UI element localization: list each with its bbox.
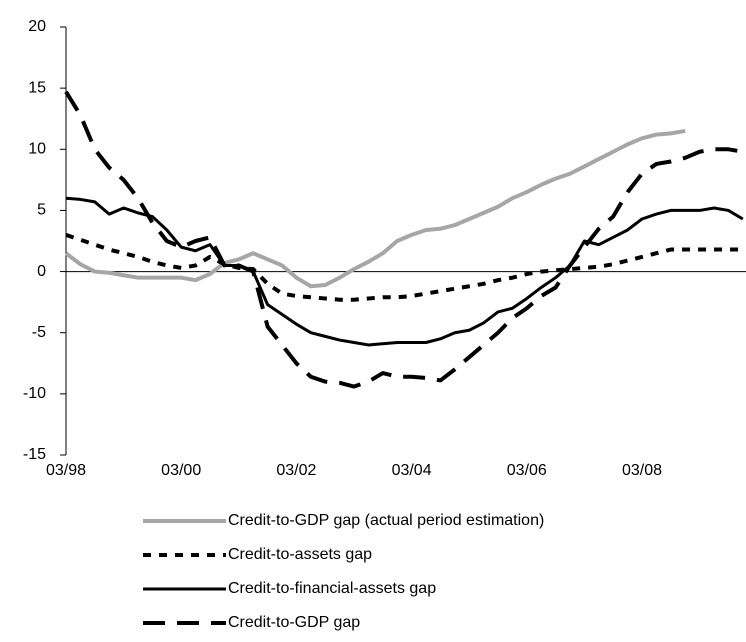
x-tick-label: 03/98 — [46, 462, 86, 479]
legend-label: Credit-to-financial-assets gap — [228, 580, 436, 597]
x-tick-label: 03/08 — [622, 462, 662, 479]
y-tick-label: 10 — [28, 141, 46, 158]
y-tick-label: 5 — [37, 202, 46, 219]
series-line — [65, 232, 743, 302]
y-tick-label: -10 — [23, 385, 46, 402]
legend-label: Credit-to-GDP gap — [228, 614, 360, 631]
series-line — [64, 128, 686, 289]
x-tick-label: 03/04 — [392, 462, 432, 479]
legend-label: Credit-to-assets gap — [228, 546, 372, 563]
x-tick-label: 03/02 — [276, 462, 316, 479]
y-tick-label: 15 — [28, 79, 46, 96]
x-tick-label: 03/00 — [161, 462, 201, 479]
y-tick-label: -5 — [32, 324, 46, 341]
y-tick-label: -15 — [23, 446, 46, 463]
legend-label: Credit-to-GDP gap (actual period estimat… — [228, 512, 544, 529]
series-line — [65, 196, 744, 347]
y-tick-label: 0 — [37, 263, 46, 280]
x-tick-label: 03/06 — [507, 462, 547, 479]
series-line — [64, 90, 744, 389]
y-tick-label: 20 — [28, 18, 46, 35]
